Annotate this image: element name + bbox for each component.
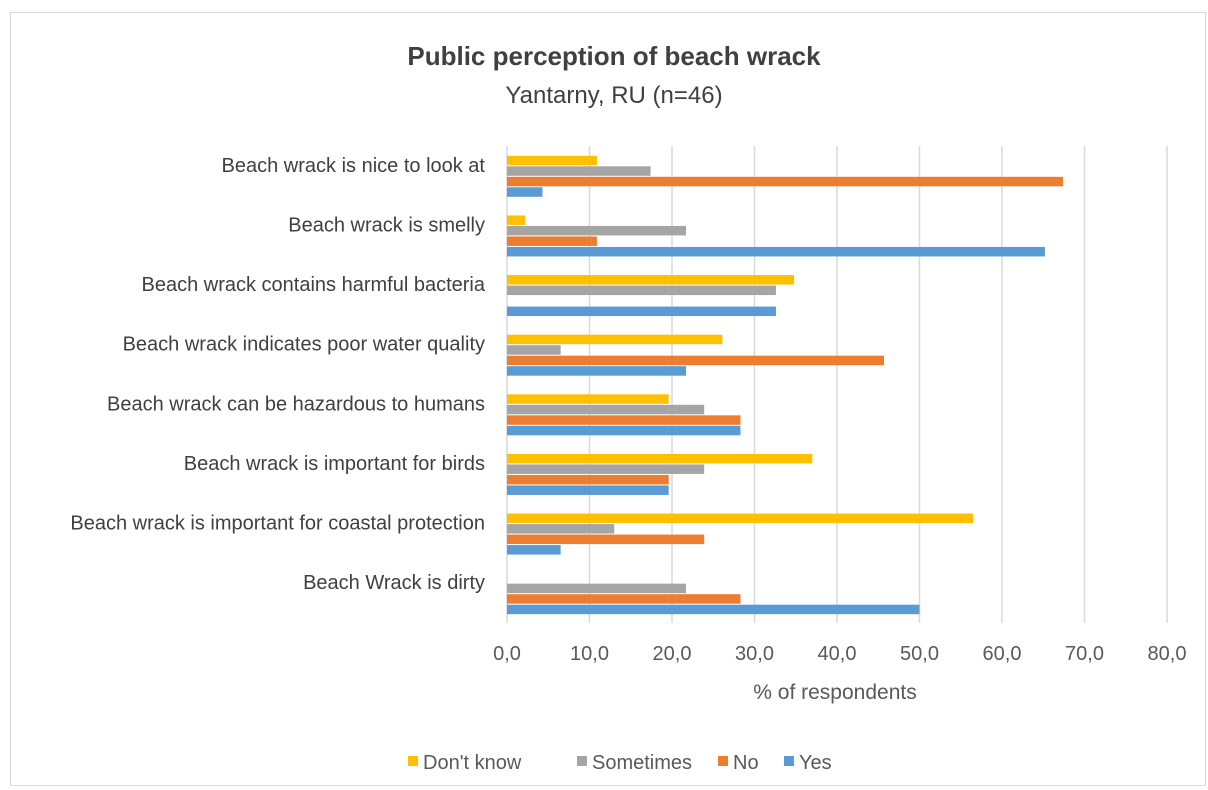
legend-label: Don't know (423, 752, 522, 774)
gridlines (506, 146, 1168, 623)
category-label: Beach wrack is nice to look at (222, 155, 486, 177)
bar (507, 534, 705, 545)
bar (507, 453, 813, 464)
bar (507, 545, 561, 555)
bar (507, 306, 776, 317)
bars (507, 155, 1064, 615)
chart-frame: Public perception of beach wrack Yantarn… (10, 12, 1206, 786)
bar (507, 594, 741, 604)
bar (507, 334, 723, 345)
bar (507, 474, 669, 485)
category-label: Beach wrack is smelly (288, 214, 485, 236)
bar (507, 187, 543, 197)
x-tick-label: 50,0 (900, 643, 939, 665)
category-labels: Beach wrack is nice to look at Beach wrac… (70, 155, 486, 594)
bar (507, 604, 920, 615)
chart-subtitle: Yantarny, RU (n=46) (505, 82, 722, 109)
x-tick-label: 30,0 (735, 643, 774, 665)
legend-label: Yes (799, 752, 832, 774)
bar (507, 425, 741, 436)
category-label: Beach Wrack is dirty (303, 572, 485, 594)
x-tick-label: 60,0 (983, 643, 1022, 665)
bar (507, 246, 1045, 257)
category-label: Beach wrack can be hazardous to humans (107, 393, 485, 415)
legend-label: No (733, 752, 759, 774)
x-tick-label: 40,0 (818, 643, 857, 665)
bar (507, 415, 741, 425)
bar (507, 225, 687, 236)
bar (507, 345, 561, 355)
bar (507, 524, 615, 534)
x-axis-label: % of respondents (753, 681, 916, 704)
bar (507, 485, 669, 495)
x-tick-labels: 0,0 10,0 20,0 30,0 40,0 50,0 60,0 70,0 80,0 (493, 643, 1186, 665)
bar (507, 404, 705, 415)
x-tick-label: 80,0 (1148, 643, 1187, 665)
x-tick-label: 0,0 (493, 643, 521, 665)
bar (507, 275, 795, 285)
legend-swatch (577, 756, 587, 766)
category-label: Beach wrack is important for coastal pro… (70, 513, 485, 535)
bar (507, 366, 687, 376)
legend-swatch (784, 756, 794, 766)
bar-chart: Public perception of beach wrack Yantarn… (70, 41, 1186, 774)
bar (507, 285, 776, 296)
x-tick-label: 20,0 (653, 643, 692, 665)
bar (507, 394, 669, 404)
bar (507, 355, 885, 366)
bar (507, 236, 597, 246)
category-label: Beach wrack contains harmful bacteria (142, 274, 486, 296)
legend: Don't know Sometimes No Yes (408, 752, 832, 774)
category-label: Beach wrack is important for birds (184, 453, 485, 475)
x-tick-label: 70,0 (1065, 643, 1104, 665)
chart-title: Public perception of beach wrack (407, 41, 821, 71)
category-label: Beach wrack indicates poor water quality (123, 334, 485, 356)
bar (507, 176, 1064, 187)
bar (507, 464, 705, 474)
bar (507, 215, 526, 225)
bar (507, 513, 974, 524)
x-tick-label: 10,0 (570, 643, 609, 665)
bar (507, 166, 651, 176)
bar (507, 155, 597, 166)
legend-swatch (718, 756, 728, 766)
legend-label: Sometimes (592, 752, 692, 774)
bar (507, 583, 687, 594)
legend-swatch (408, 756, 418, 766)
